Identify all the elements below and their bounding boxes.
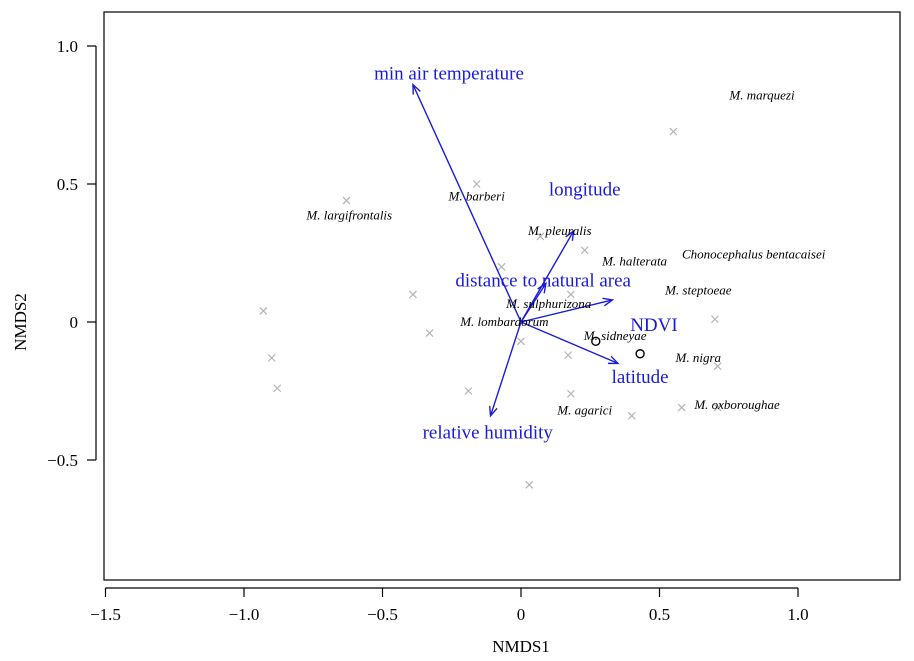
site-point — [564, 351, 573, 360]
y-tick-label: 0.5 — [57, 175, 78, 194]
vector-arrow-shaft — [520, 321, 619, 365]
plot-frame — [103, 11, 901, 581]
species-label: M. barberi — [448, 188, 506, 203]
species-label: M. sulphurizona — [505, 296, 592, 311]
x-axis-title: NMDS1 — [492, 637, 550, 656]
species-label: M. agarici — [556, 402, 612, 417]
species-label: M. sidneyae — [583, 328, 647, 343]
site-point — [536, 232, 545, 241]
site-point — [713, 362, 722, 371]
vector-label: NDVI — [630, 315, 678, 336]
species-labels: M. marquezi M. barberi M. largifrontalis M.… — [305, 88, 825, 418]
vector-label: longitude — [549, 180, 621, 201]
vector-arrow-shaft — [412, 84, 522, 323]
species-label: M. oxboroughae — [693, 397, 780, 412]
site-point — [259, 307, 268, 315]
vector-arrowhead — [488, 405, 498, 418]
vector-arrowhead — [537, 281, 547, 294]
x-tick-label: −0.5 — [367, 605, 398, 624]
centroid-point — [591, 336, 601, 347]
site-point — [669, 127, 678, 136]
vector-arrow-shaft — [520, 230, 575, 323]
vector-label: latitude — [612, 367, 669, 388]
y-axis-title: NMDS2 — [11, 293, 30, 351]
y-tick-label: 1.0 — [57, 37, 78, 56]
species-label: M. marquezi — [728, 88, 795, 103]
site-point — [464, 387, 473, 395]
x-axis: −1.5 −1.0 −0.5 0 0.5 1.0 — [90, 587, 809, 624]
vector-label: relative humidity — [423, 422, 554, 443]
x-tick-label: 1.0 — [787, 605, 808, 624]
y-axis: −0.5 0 0.5 1.0 — [47, 37, 97, 470]
site-point — [472, 180, 481, 188]
species-label: M. steptoeae — [664, 282, 732, 297]
site-point — [342, 196, 351, 205]
vector-arrow-shaft — [489, 321, 522, 417]
species-label: Chonocephalus bentacaisei — [682, 246, 826, 261]
species-label: M. lombardorum — [459, 314, 548, 329]
species-label: M. pleuralis — [527, 223, 592, 238]
site-point — [425, 329, 434, 337]
site-point — [627, 411, 636, 420]
site-point — [267, 353, 276, 362]
site-point — [497, 262, 506, 271]
vector-arrowhead — [565, 229, 575, 241]
site-point — [517, 337, 525, 346]
vector-arrowhead — [602, 297, 615, 307]
site-point — [566, 290, 575, 299]
vector-arrowhead — [607, 355, 620, 365]
environmental-vectors: min air temperature longitude distance to … — [374, 64, 678, 444]
vector-arrowhead — [412, 83, 421, 95]
site-point — [409, 290, 417, 299]
vector-arrow-shaft — [520, 282, 547, 323]
site-point — [677, 403, 686, 412]
centroid-points — [591, 336, 645, 359]
vector-label: min air temperature — [374, 64, 524, 85]
x-tick-label: −1.5 — [90, 605, 121, 624]
site-point — [580, 246, 589, 255]
y-tick-label: −0.5 — [47, 451, 78, 470]
vector-label: distance to natural area — [455, 271, 631, 292]
site-point — [525, 480, 534, 489]
x-tick-label: 0 — [517, 605, 526, 624]
species-label: M. halterata — [601, 253, 667, 268]
x-tick-label: −1.0 — [229, 605, 260, 624]
site-point — [713, 403, 722, 412]
site-point — [710, 315, 719, 324]
site-point — [566, 389, 575, 398]
species-label: M. nigra — [675, 350, 722, 365]
species-label: M. largifrontalis — [305, 208, 392, 223]
site-points — [259, 127, 722, 489]
centroid-point — [635, 349, 645, 359]
x-tick-label: 0.5 — [649, 605, 670, 624]
site-point — [273, 384, 282, 393]
vector-arrow-shaft — [520, 299, 613, 323]
y-tick-label: 0 — [70, 313, 79, 332]
